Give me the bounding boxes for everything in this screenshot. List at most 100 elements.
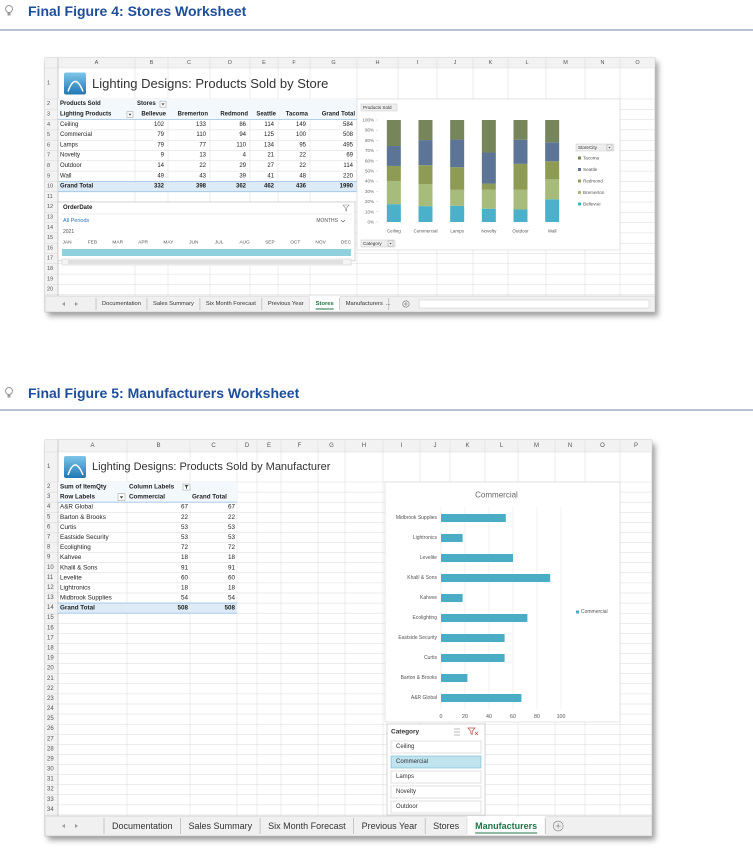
pivot-value: 60: [181, 574, 189, 581]
slicer-item[interactable]: [390, 800, 482, 814]
pivot-value: 9: [161, 153, 165, 159]
row-number: 10: [47, 565, 54, 571]
row-number: 19: [47, 276, 53, 282]
figure-heading: Final Figure 5: Manufacturers Worksheet: [28, 385, 300, 401]
sheet-tab[interactable]: Previous Year: [362, 821, 418, 831]
timeline-month: JUL: [215, 240, 224, 246]
legend-swatch: [578, 191, 581, 194]
slicer-item-label[interactable]: Commercial: [396, 759, 428, 765]
pivot-value: 584: [343, 122, 354, 128]
slicer-item-label[interactable]: Novelty: [396, 789, 416, 795]
slicer-clear-filter[interactable]: [467, 727, 479, 736]
timeline-clear-filter[interactable]: [342, 204, 350, 212]
pivot-value: 72: [228, 544, 236, 551]
slicer-item[interactable]: [390, 770, 482, 784]
y-tick-label: Midbrook Supplies: [396, 515, 438, 521]
sheet-tab[interactable]: Stores: [433, 821, 460, 831]
sheet-tab[interactable]: Manufacturers: [475, 821, 537, 831]
pivot-value: 94: [239, 132, 246, 138]
slicer-item-label[interactable]: Lamps: [396, 774, 414, 780]
scroll-right: [75, 824, 78, 828]
column-header: I: [417, 60, 419, 66]
pivot-value: 53: [228, 534, 236, 541]
y-tick-label: 50%: [365, 169, 374, 174]
slicer-item-label[interactable]: Ceiling: [396, 744, 414, 750]
row-number: 1: [47, 81, 50, 87]
y-tick-label: 70%: [365, 148, 374, 153]
pivot-value: 508: [343, 132, 354, 138]
sheet-tab[interactable]: Six Month Forecast: [268, 821, 346, 831]
column-header: L: [525, 60, 528, 66]
timeline-level[interactable]: MONTHS: [316, 218, 338, 224]
y-tick-label: Barton & Brooks: [401, 675, 438, 681]
sheet-tab[interactable]: Documentation: [102, 301, 141, 307]
bar-segment: [545, 161, 560, 180]
pivot-total-bg: [58, 181, 357, 192]
bar-segment: [450, 120, 465, 140]
legend-swatch: [576, 610, 579, 614]
pivot-value: 149: [296, 122, 307, 128]
sheet-tab[interactable]: Documentation: [112, 821, 173, 831]
timeline-period: All Periods: [63, 218, 90, 224]
pivot-row-label: Eastside Security: [60, 534, 109, 541]
y-tick-label: Lightronics: [413, 535, 438, 541]
legend-title: StoreCity: [578, 145, 598, 150]
pivot-value: 43: [199, 173, 206, 179]
pivot-row-label: Kahvee: [60, 554, 82, 561]
sheet-tab[interactable]: Manufacturers: [346, 301, 383, 307]
sheet-title: Lighting Designs: Products Sold by Manuf…: [92, 461, 331, 473]
logo-mark: [67, 80, 84, 92]
pivot-value: 114: [264, 122, 274, 128]
chart-field-button[interactable]: [360, 239, 396, 248]
pivot-row-label: A&R Global: [60, 504, 93, 511]
column-header: E: [267, 443, 271, 449]
x-tick-label: 80: [534, 714, 540, 720]
timeline-band[interactable]: [62, 249, 351, 256]
pivot-row-label: Khalil & Sons: [60, 564, 97, 571]
sheet-tab[interactable]: Stores: [316, 301, 334, 307]
bar: [441, 574, 551, 582]
bar: [441, 614, 528, 622]
row-number: 24: [47, 706, 54, 712]
pivot-value: 95: [299, 142, 306, 148]
sheet-tab[interactable]: Six Month Forecast: [206, 301, 256, 307]
new-sheet-button[interactable]: [552, 820, 564, 832]
x-tick-label: 0: [440, 714, 443, 720]
column-header: D: [245, 443, 250, 449]
new-sheet-button[interactable]: [402, 300, 410, 308]
pivot-value: 18: [228, 554, 236, 561]
column-header: J: [454, 60, 457, 66]
timeline-month: SEP: [265, 240, 275, 246]
slicer-multiselect[interactable]: [454, 728, 460, 736]
pivot-value: 14: [157, 163, 164, 169]
bar-segment: [481, 120, 496, 153]
bar: [441, 694, 522, 702]
pivot-total-label: Grand Total: [60, 605, 95, 612]
bar-segment: [450, 189, 465, 206]
slicer-item-label[interactable]: Outdoor: [396, 804, 418, 810]
row-number: 25: [47, 716, 54, 722]
pivot-row-label: Novelty: [60, 153, 80, 159]
bar-segment: [513, 120, 528, 140]
pivot-row-labels: Row Labels: [60, 494, 95, 501]
slicer-item[interactable]: [390, 785, 482, 799]
column-header: C: [187, 60, 191, 66]
y-tick-label: A&R Global: [411, 695, 437, 701]
row-number: 9: [47, 555, 51, 561]
pivot-filter-icon: [184, 485, 189, 490]
sheet-tab[interactable]: Sales Summary: [153, 301, 194, 307]
pivot-total-label: Grand Total: [60, 184, 94, 190]
row-number: 34: [47, 807, 54, 813]
scroll-left: [62, 824, 65, 828]
slicer-item[interactable]: [390, 740, 482, 754]
sheet-tab[interactable]: Sales Summary: [189, 821, 253, 831]
sheet-tab[interactable]: Previous Year: [268, 301, 304, 307]
column-header: E: [262, 60, 266, 66]
chart-title: Commercial: [475, 491, 518, 500]
pivot-value: 4: [243, 153, 247, 159]
slicer-item[interactable]: [390, 755, 482, 769]
bar: [441, 554, 513, 562]
column-header: N: [568, 443, 572, 449]
pivot-column-header: Grand Total: [322, 111, 356, 117]
pivot-total-value: 508: [224, 605, 235, 612]
